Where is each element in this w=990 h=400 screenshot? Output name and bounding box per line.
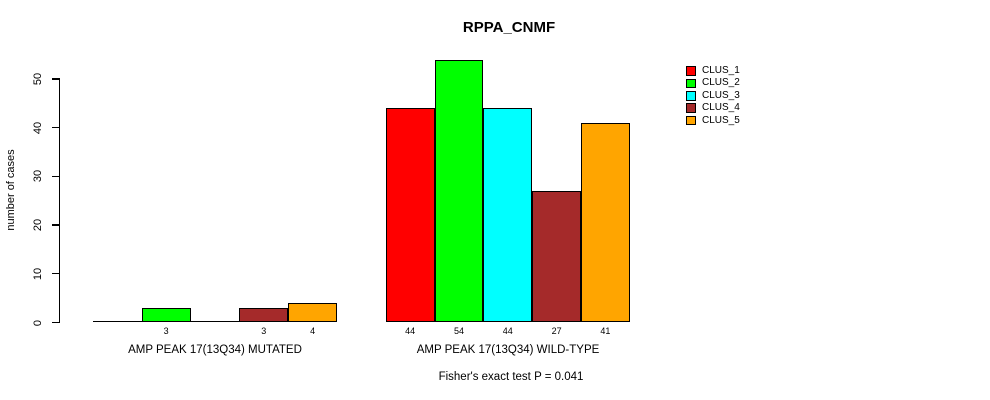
y-tick-label: 20: [32, 218, 44, 232]
legend-color-swatch: [686, 115, 696, 126]
y-axis-title: number of cases: [5, 149, 17, 231]
fisher-exact-test-annotation: Fisher's exact test P = 0.041: [438, 371, 584, 383]
legend-color-swatch: [686, 103, 696, 113]
bar-value-label: 3: [261, 326, 267, 336]
legend: CLUS_1 CLUS_2 CLUS_3 CLUS_4 CLUS_5: [686, 66, 740, 128]
bar-clus_4-group-1: [239, 307, 289, 323]
bar-clus_3-group-2: [483, 108, 533, 323]
bar-clus_5-group-1: [288, 303, 337, 323]
bar-value-label: 54: [453, 326, 465, 336]
y-tick-label: 10: [32, 267, 44, 280]
legend-item-label: CLUS_4: [702, 102, 740, 114]
y-tick: [52, 78, 59, 80]
bar-value-label: 41: [600, 326, 611, 336]
legend-color-swatch: [686, 91, 696, 101]
y-tick: [52, 273, 59, 275]
legend-item-clus_5: CLUS_5: [686, 114, 740, 126]
y-tick-label: 40: [32, 121, 44, 134]
category-label-wild-type: AMP PEAK 17(13Q34) WILD-TYPE: [416, 344, 600, 356]
y-tick: [52, 321, 59, 324]
y-tick-label: 30: [32, 170, 44, 183]
bar-clus_5-group-2: [581, 122, 630, 323]
y-tick: [52, 127, 59, 129]
y-tick-label: 50: [32, 72, 44, 86]
y-axis-line: [59, 78, 61, 323]
y-tick-label: 0: [32, 319, 44, 326]
legend-item-label: CLUS_1: [702, 65, 740, 76]
bar-value-label: 3: [163, 326, 169, 336]
bar-value-label: 44: [502, 326, 513, 336]
bar-value-label: 44: [405, 326, 416, 336]
legend-item-clus_1: CLUS_1: [686, 66, 740, 76]
legend-item-label: CLUS_5: [702, 114, 740, 126]
bar-value-label: 4: [310, 326, 316, 336]
bar-clus_4-group-2: [532, 191, 581, 323]
chart-title: RPPA_CNMF: [462, 19, 556, 36]
category-label-mutated: AMP PEAK 17(13Q34) MUTATED: [128, 344, 302, 356]
legend-item-clus_3: CLUS_3: [686, 89, 740, 101]
legend-item-label: CLUS_2: [702, 77, 740, 89]
bar-clus_2-group-2: [434, 59, 484, 323]
zero-bar-clus_1-group-1: [93, 321, 142, 323]
y-tick: [52, 175, 59, 178]
bar-value-label: 27: [551, 326, 562, 336]
legend-item-clus_2: CLUS_2: [686, 77, 740, 89]
legend-item-clus_4: CLUS_4: [686, 103, 740, 113]
legend-item-label: CLUS_3: [702, 89, 740, 101]
legend-color-swatch: [686, 78, 696, 89]
bar-clus_1-group-2: [385, 108, 435, 323]
y-tick: [52, 224, 59, 226]
legend-color-swatch: [686, 66, 696, 76]
zero-bar-clus_3-group-1: [190, 321, 240, 323]
bar-clus_2-group-1: [141, 307, 191, 323]
